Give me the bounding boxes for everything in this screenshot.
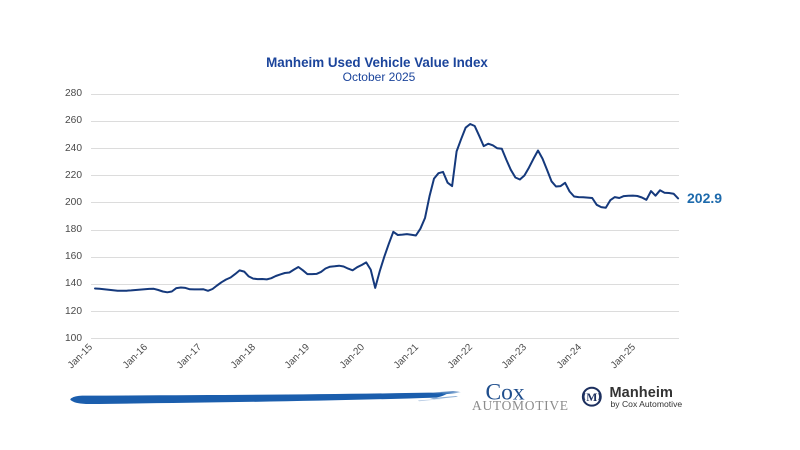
svg-text:AUTOMOTIVE: AUTOMOTIVE	[472, 398, 569, 413]
svg-text:Manheim: Manheim	[610, 385, 674, 401]
svg-text:M: M	[586, 390, 597, 404]
svg-text:Cox: Cox	[486, 380, 525, 406]
svg-text:by Cox Automotive: by Cox Automotive	[611, 399, 683, 409]
